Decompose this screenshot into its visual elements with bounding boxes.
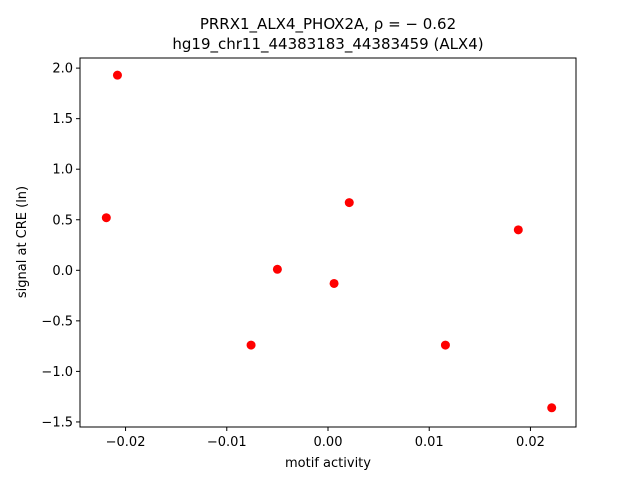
y-tick-label: 2.0: [52, 62, 73, 77]
y-tick-label: 1.0: [52, 163, 73, 178]
y-tick-label: −1.0: [41, 365, 73, 380]
scatter-point: [272, 264, 282, 274]
x-tick-label: 0.01: [415, 435, 444, 450]
y-tick-label: −0.5: [41, 314, 73, 329]
chart-title-line2: hg19_chr11_44383183_44383459 (ALX4): [172, 35, 483, 54]
scatter-point: [440, 340, 450, 350]
y-tick-label: 1.5: [52, 112, 73, 127]
chart-title-line1: PRRX1_ALX4_PHOX2A, ρ = − 0.62: [200, 15, 456, 34]
plot-area-frame: [79, 57, 577, 428]
scatter-point: [101, 213, 111, 223]
x-tick-label: 0.00: [314, 435, 343, 450]
scatter-point: [112, 70, 122, 80]
y-tick-label: 0.0: [52, 264, 73, 279]
scatter-point: [344, 198, 354, 208]
y-axis-ticks: −1.5 −1.0 −0.5 0.0 0.5 1.0 1.5 2.0: [41, 62, 80, 430]
y-tick-label: −1.5: [41, 415, 73, 430]
y-axis-label: signal at CRE (ln): [15, 186, 30, 298]
data-points: [101, 70, 557, 413]
scatter-point: [547, 403, 557, 413]
x-tick-label: 0.02: [516, 435, 545, 450]
scatter-point: [246, 340, 256, 350]
x-axis-label: motif activity: [285, 456, 371, 471]
x-tick-label: −0.02: [106, 435, 146, 450]
x-axis-ticks: −0.02 −0.01 0.00 0.01 0.02: [106, 427, 545, 450]
scatter-point: [329, 278, 339, 288]
scatter-point: [513, 225, 523, 235]
y-tick-label: 0.5: [52, 213, 73, 228]
x-tick-label: −0.01: [207, 435, 247, 450]
